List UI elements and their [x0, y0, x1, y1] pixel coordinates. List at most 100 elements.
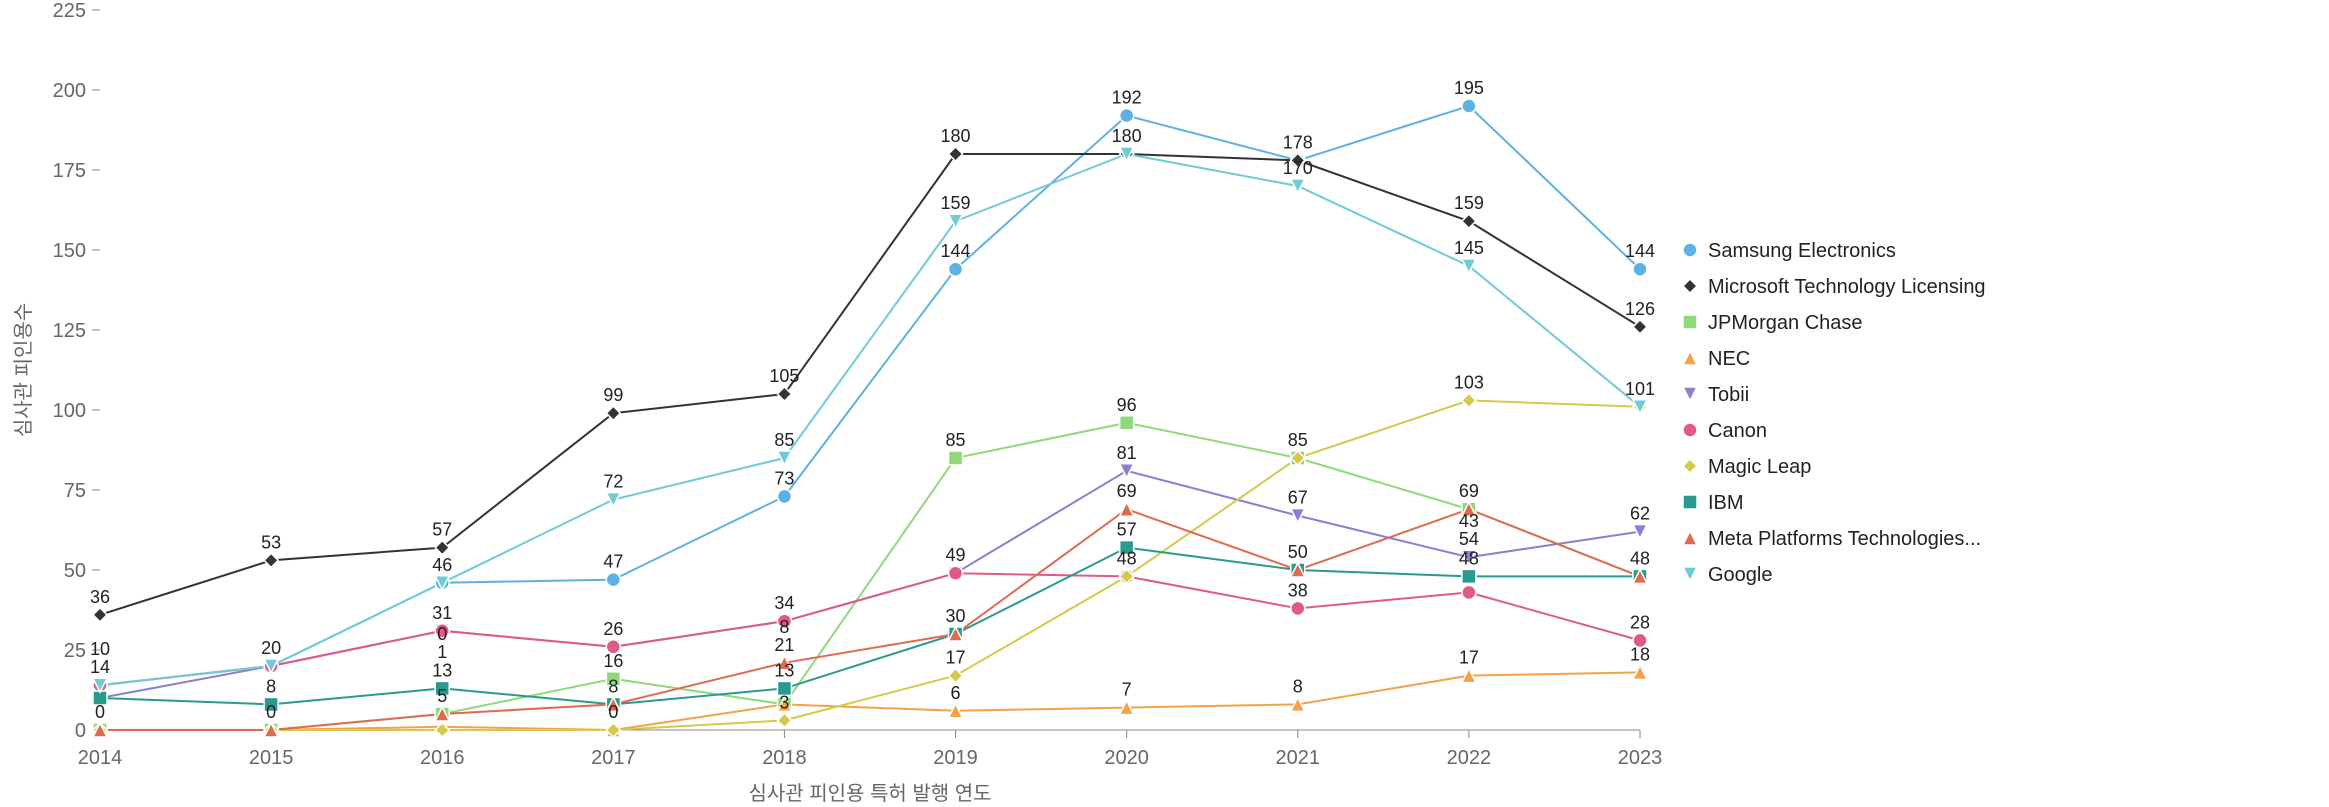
legend-item[interactable]: Magic Leap	[1683, 456, 1811, 478]
x-axis-title: 심사관 피인용 특허 발행 연도	[748, 782, 991, 805]
value-label: 31	[432, 603, 452, 623]
data-marker	[606, 573, 620, 587]
value-label: 8	[266, 676, 276, 696]
data-marker	[777, 713, 791, 727]
value-label: 99	[603, 385, 623, 405]
data-marker	[949, 214, 963, 228]
data-marker	[1291, 601, 1305, 615]
data-marker	[949, 451, 963, 465]
legend-item[interactable]: Samsung Electronics	[1683, 240, 1896, 262]
value-label: 43	[1459, 511, 1479, 531]
value-label: 50	[1288, 542, 1308, 562]
data-marker	[777, 387, 791, 401]
legend-item[interactable]: Canon	[1683, 420, 1767, 442]
value-label: 36	[90, 587, 110, 607]
y-tick-label: 200	[53, 80, 86, 102]
value-label: 17	[1459, 648, 1479, 668]
x-tick-label: 2023	[1618, 747, 1663, 769]
value-label: 81	[1117, 443, 1137, 463]
legend-item[interactable]: NEC	[1683, 348, 1750, 370]
series-line	[100, 573, 1640, 685]
value-label: 0	[95, 702, 105, 722]
value-label: 34	[774, 593, 794, 613]
value-label: 180	[1112, 126, 1142, 146]
series-line	[100, 672, 1640, 730]
value-label: 17	[946, 648, 966, 668]
data-marker	[1120, 464, 1134, 478]
value-label: 13	[432, 660, 452, 680]
x-tick-label: 2017	[591, 747, 636, 769]
legend-label: Microsoft Technology Licensing	[1708, 276, 1986, 298]
value-label: 38	[1288, 580, 1308, 600]
value-label: 159	[1454, 193, 1484, 213]
y-tick-label: 75	[64, 480, 86, 502]
legend-item[interactable]: Google	[1683, 564, 1773, 586]
data-marker	[1462, 214, 1476, 228]
data-marker	[1633, 320, 1647, 334]
value-label: 67	[1288, 488, 1308, 508]
value-label: 195	[1454, 78, 1484, 98]
value-label: 48	[1459, 548, 1479, 568]
series-line	[100, 423, 1640, 730]
data-marker	[93, 608, 107, 622]
value-label: 16	[603, 651, 623, 671]
value-label: 48	[1117, 548, 1137, 568]
x-tick-label: 2019	[933, 747, 978, 769]
value-label: 49	[946, 545, 966, 565]
value-label: 47	[603, 552, 623, 572]
value-label: 192	[1112, 88, 1142, 108]
data-marker	[1120, 109, 1134, 123]
value-label: 3	[779, 692, 789, 712]
value-label: 144	[941, 241, 971, 261]
x-tick-label: 2021	[1276, 747, 1321, 769]
legend-item[interactable]: IBM	[1683, 492, 1744, 514]
y-tick-label: 150	[53, 240, 86, 262]
x-tick-label: 2015	[249, 747, 294, 769]
data-marker	[264, 553, 278, 567]
value-label: 145	[1454, 238, 1484, 258]
legend-label: Canon	[1708, 420, 1767, 442]
legend-item[interactable]: Meta Platforms Technologies...	[1683, 528, 1981, 550]
y-tick-label: 50	[64, 560, 86, 582]
legend-item[interactable]: JPMorgan Chase	[1683, 312, 1863, 334]
value-label: 69	[1117, 481, 1137, 501]
data-marker	[777, 489, 791, 503]
value-label: 57	[1117, 520, 1137, 540]
value-label: 105	[769, 366, 799, 386]
value-label: 101	[1625, 379, 1655, 399]
data-marker	[1291, 509, 1305, 523]
value-label: 0	[266, 702, 276, 722]
value-label: 144	[1625, 241, 1655, 261]
legend-label: Samsung Electronics	[1708, 240, 1896, 262]
value-label: 0	[437, 624, 447, 644]
value-label: 26	[603, 619, 623, 639]
legend-item[interactable]: Tobii	[1683, 384, 1749, 406]
legend-item[interactable]: Microsoft Technology Licensing	[1683, 276, 1986, 298]
value-label: 54	[1459, 529, 1479, 549]
value-label: 30	[946, 606, 966, 626]
value-label: 96	[1117, 395, 1137, 415]
data-marker	[1120, 502, 1134, 516]
value-label: 10	[90, 639, 110, 659]
series-line	[100, 400, 1640, 730]
data-marker	[1462, 585, 1476, 599]
value-label: 159	[941, 193, 971, 213]
chart-svg: 0255075100125150175200225201420152016201…	[0, 0, 2329, 807]
value-label: 8	[779, 617, 789, 637]
legend-label: Magic Leap	[1708, 456, 1811, 478]
value-label: 46	[432, 555, 452, 575]
data-marker	[1462, 569, 1476, 583]
series-line	[100, 471, 1640, 698]
legend-label: IBM	[1708, 492, 1744, 514]
value-label: 14	[90, 657, 110, 677]
data-marker	[949, 566, 963, 580]
value-label: 72	[603, 472, 623, 492]
legend-label: JPMorgan Chase	[1708, 312, 1863, 334]
legend-label: Meta Platforms Technologies...	[1708, 528, 1981, 550]
y-tick-label: 125	[53, 320, 86, 342]
y-tick-label: 175	[53, 160, 86, 182]
data-marker	[949, 147, 963, 161]
value-label: 13	[774, 660, 794, 680]
value-label: 103	[1454, 372, 1484, 392]
data-marker	[435, 723, 449, 737]
